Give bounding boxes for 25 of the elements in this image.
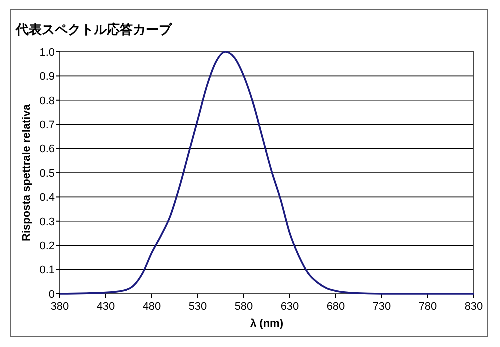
y-tick-label: 0.3 — [40, 216, 55, 228]
x-tick-label: 780 — [418, 301, 438, 313]
x-tick-label: 480 — [142, 301, 162, 313]
chart-title: 代表スペクトル応答カーブ — [15, 22, 173, 37]
y-tick-label: 0 — [48, 288, 55, 301]
x-axis-title: λ (nm) — [250, 318, 284, 330]
x-tick-label: 430 — [96, 301, 116, 313]
x-tick-label: 530 — [188, 301, 208, 313]
y-tick-label: 0.1 — [40, 264, 55, 277]
y-tick-label: 0.7 — [40, 119, 55, 132]
y-tick-label: 0.4 — [40, 192, 55, 204]
y-tick-label: 0.9 — [40, 71, 55, 84]
y-axis-title: Risposta spettrale relativa — [21, 104, 33, 242]
x-tick-label: 680 — [326, 301, 346, 313]
x-tick-label: 830 — [464, 301, 484, 313]
x-tick-label: 630 — [280, 301, 300, 313]
x-tick-label: 580 — [234, 301, 254, 313]
line-series — [59, 51, 475, 295]
y-tick-label: 0.5 — [40, 168, 55, 180]
y-tick-label: 0.6 — [40, 144, 55, 156]
y-tick-label: 0.8 — [40, 95, 55, 108]
x-tick-label: 730 — [372, 301, 392, 313]
y-tick-label: 1.0 — [40, 46, 55, 59]
x-tick-label: 380 — [50, 301, 70, 313]
y-tick-label: 0.2 — [40, 240, 55, 252]
